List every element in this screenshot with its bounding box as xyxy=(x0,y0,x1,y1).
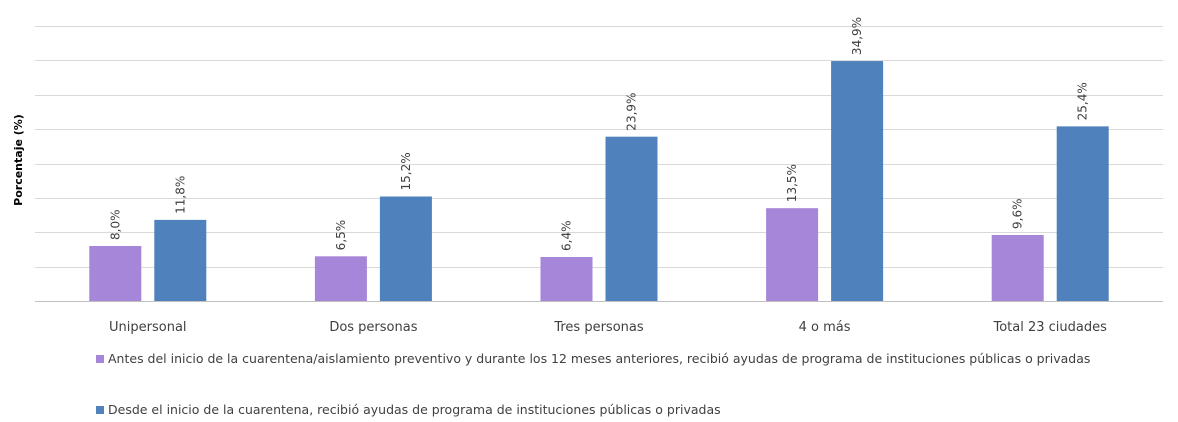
legend-item-since-quarantine: Desde el inicio de la cuarentena, recibi… xyxy=(96,401,1146,419)
y-axis-title: Porcentaje (%) xyxy=(12,114,25,206)
x-tick-label: Dos personas xyxy=(329,320,417,335)
legend-label-since-quarantine: Desde el inicio de la cuarentena, recibi… xyxy=(108,402,721,417)
value-label-series1-0: 8,0% xyxy=(108,210,122,241)
value-label-series1-2: 6,4% xyxy=(560,221,574,252)
value-label-series1-1: 6,5% xyxy=(334,220,348,251)
value-label-series2-0: 11,8% xyxy=(173,176,187,214)
x-tick-label: Total 23 ciudades xyxy=(992,320,1107,335)
legend-swatch-before-quarantine xyxy=(96,355,104,363)
bar-series1-3 xyxy=(766,208,819,301)
value-label-series2-1: 15,2% xyxy=(399,152,413,190)
bar-series1-0 xyxy=(89,246,142,301)
bar-series1-1 xyxy=(314,256,367,301)
bar-series2-2 xyxy=(605,136,658,301)
bar-series1-2 xyxy=(540,257,593,301)
x-tick-label: 4 o más xyxy=(799,320,851,335)
x-tick-label: Tres personas xyxy=(553,320,644,335)
x-tick-label: Unipersonal xyxy=(109,320,187,335)
gridlines xyxy=(35,26,1163,302)
value-label-series1-3: 13,5% xyxy=(785,164,799,202)
x-tick-labels: Unipersonal Dos personas Tres personas 4 o … xyxy=(109,320,1107,335)
value-label-series1-4: 9,6% xyxy=(1011,199,1025,230)
value-labels: 8,0% 11,8% 6,5% 15,2% 6,4% 23,9% 13,5% 34,9% 9,6… xyxy=(108,17,1089,251)
bars xyxy=(89,61,1109,301)
value-label-series2-2: 23,9% xyxy=(625,93,639,131)
legend-item-before-quarantine: Antes del inicio de la cuarentena/aislam… xyxy=(96,350,1146,368)
value-label-series2-4: 25,4% xyxy=(1076,82,1090,120)
value-label-series2-3: 34,9% xyxy=(850,17,864,55)
bar-series2-3 xyxy=(831,61,884,301)
bar-series2-1 xyxy=(379,196,432,301)
legend-swatch-since-quarantine xyxy=(96,406,104,414)
bar-series2-0 xyxy=(154,219,207,301)
legend-label-before-quarantine: Antes del inicio de la cuarentena/aislam… xyxy=(108,351,1091,366)
bar-series2-4 xyxy=(1056,126,1109,301)
bar-series1-4 xyxy=(991,235,1044,301)
